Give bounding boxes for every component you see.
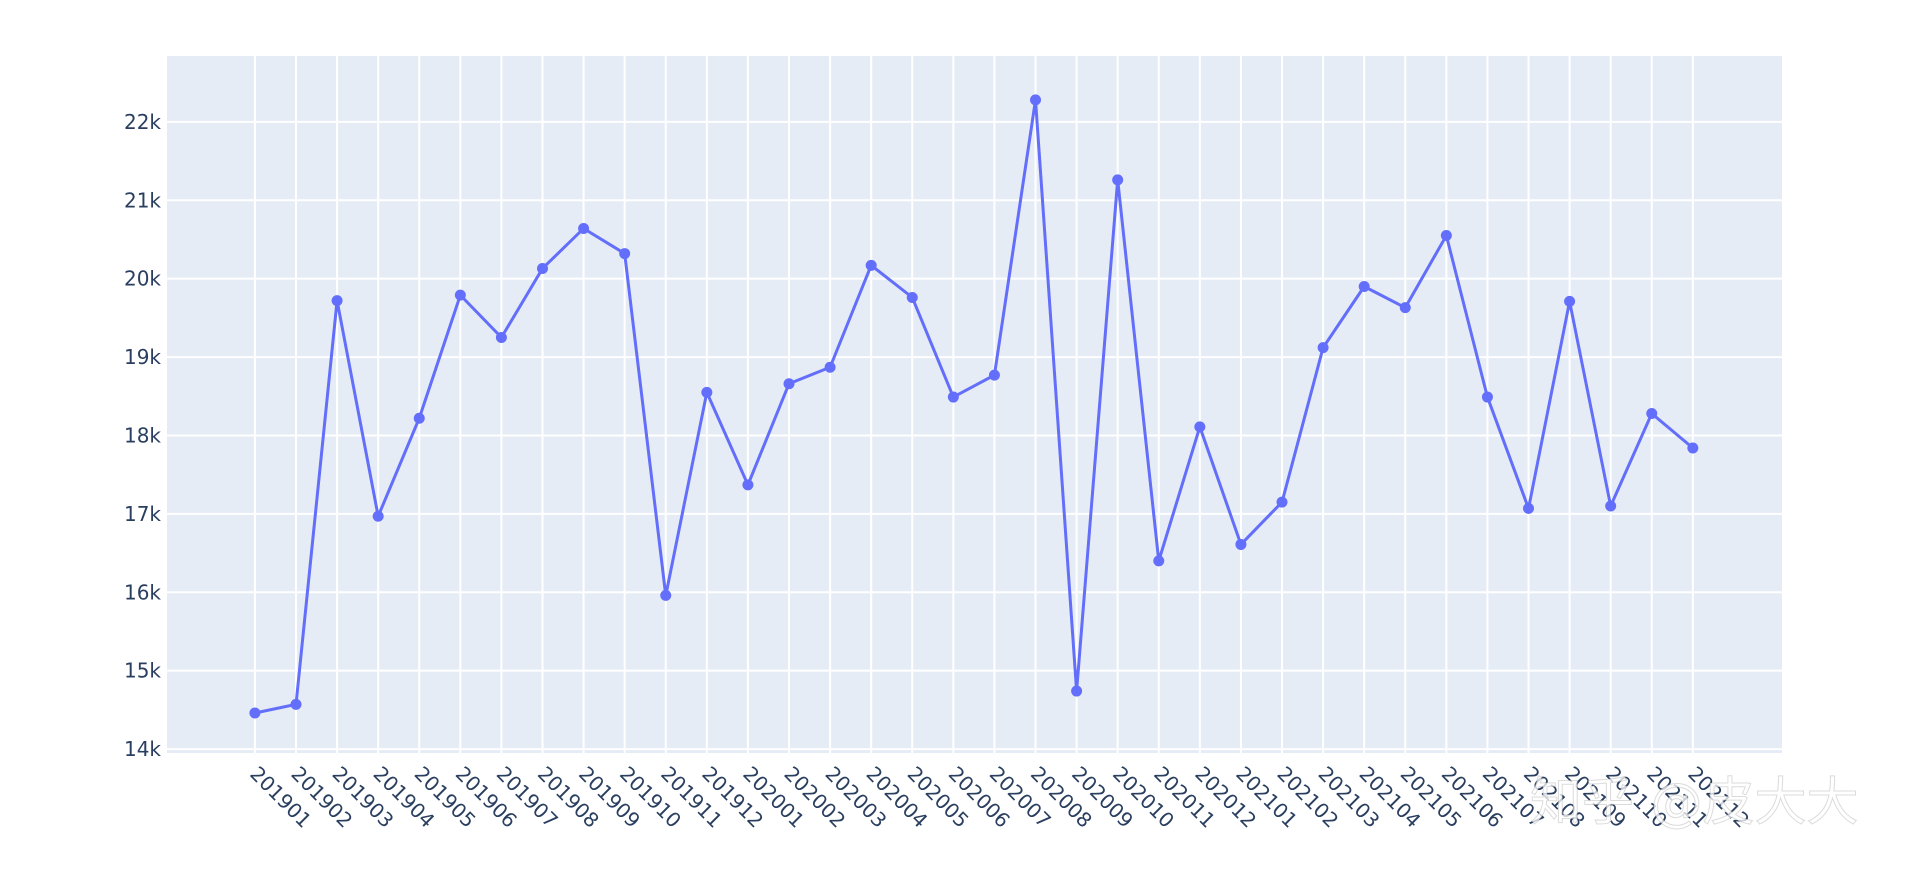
point bbox=[249, 707, 261, 719]
point bbox=[1358, 281, 1370, 293]
grid bbox=[167, 56, 1782, 753]
point bbox=[1112, 174, 1124, 186]
point bbox=[290, 698, 302, 710]
line bbox=[254, 99, 1694, 715]
point bbox=[947, 391, 959, 403]
point bbox=[906, 291, 918, 303]
point bbox=[578, 222, 590, 234]
y-tick-label: 16k bbox=[124, 580, 161, 604]
y-tick-label: 18k bbox=[124, 423, 161, 447]
point bbox=[1605, 500, 1617, 512]
point bbox=[1646, 408, 1658, 420]
point bbox=[742, 479, 754, 491]
plot-background bbox=[167, 56, 1782, 753]
y-tick-label: 17k bbox=[124, 502, 161, 526]
y-tick-label: 22k bbox=[124, 110, 161, 134]
point bbox=[1440, 230, 1452, 242]
point bbox=[1194, 421, 1206, 433]
point bbox=[1071, 685, 1083, 697]
point bbox=[454, 289, 466, 301]
point bbox=[1153, 555, 1165, 567]
point bbox=[413, 412, 425, 424]
point bbox=[1687, 442, 1699, 454]
y-tick-label: 21k bbox=[124, 188, 161, 212]
point bbox=[1276, 496, 1288, 508]
point bbox=[1481, 391, 1493, 403]
y-tick-label: 15k bbox=[124, 659, 161, 683]
point bbox=[824, 361, 836, 373]
point bbox=[660, 589, 672, 601]
point bbox=[1030, 94, 1042, 106]
point bbox=[619, 248, 631, 260]
point bbox=[783, 378, 795, 390]
point bbox=[1317, 342, 1329, 354]
marks bbox=[249, 94, 1699, 719]
point bbox=[537, 262, 549, 274]
y-tick-label: 19k bbox=[124, 345, 161, 369]
point bbox=[988, 369, 1000, 381]
y-tick-label: 20k bbox=[124, 267, 161, 291]
point bbox=[1564, 295, 1576, 307]
point bbox=[1235, 538, 1247, 550]
point bbox=[701, 386, 713, 398]
watermark: 知乎 @皮大大 bbox=[1530, 773, 1859, 833]
point bbox=[495, 331, 507, 343]
point bbox=[331, 295, 343, 307]
point bbox=[1523, 502, 1535, 514]
y-tick-label: 14k bbox=[124, 737, 161, 761]
point bbox=[372, 510, 384, 522]
point bbox=[865, 259, 877, 271]
point bbox=[1399, 302, 1411, 314]
